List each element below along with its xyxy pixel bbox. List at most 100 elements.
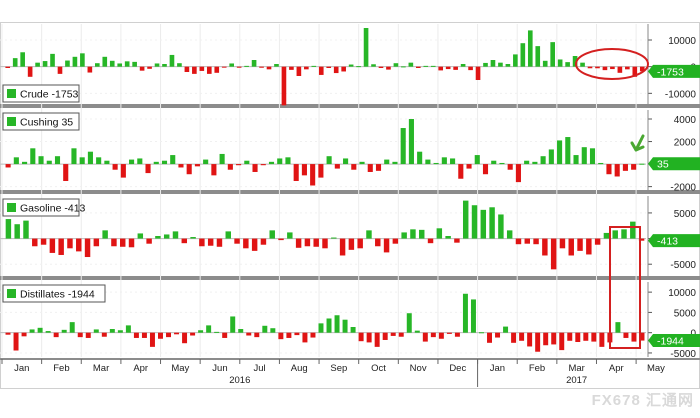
distillates-bar (599, 332, 605, 347)
distillates-bar (125, 325, 131, 333)
distillates-bar (29, 329, 35, 333)
x-year-label: 2017 (566, 375, 587, 386)
crude-bar (371, 64, 376, 67)
panel-separator-2 (0, 190, 700, 194)
distillates-bar (286, 332, 292, 338)
crude-bar (206, 66, 212, 74)
cushing-bar (417, 151, 423, 165)
gasoline-bar (506, 230, 513, 239)
crude-bar (460, 64, 466, 67)
crude-bar (251, 60, 257, 67)
gasoline-bar (383, 238, 390, 253)
cushing-bar (112, 164, 118, 170)
x-tick-label: Apr (609, 363, 624, 374)
distillates-bar (398, 332, 404, 337)
gasoline-ytick-label: -5000 (670, 260, 696, 271)
distillates-bar (101, 332, 107, 337)
crude-bar (109, 60, 115, 67)
gasoline-bar (550, 238, 557, 270)
distillates-bar (61, 329, 67, 333)
distillates-bar (615, 322, 621, 333)
crude-bar (490, 60, 496, 67)
crude-bar (184, 66, 190, 72)
distillates-bar (117, 330, 123, 333)
gasoline-bar (76, 238, 82, 252)
crude-bar (65, 60, 70, 67)
crude-bar (632, 66, 638, 77)
green-square-icon (7, 289, 16, 298)
cushing-bar (557, 140, 563, 165)
cushing-bar (548, 149, 554, 165)
distillates-bar (430, 332, 436, 338)
cushing-bar (450, 158, 456, 165)
cushing-bar (515, 164, 521, 183)
distillates-bar (559, 332, 565, 351)
x-tick-label: Feb (529, 363, 545, 374)
cushing-bar (268, 161, 275, 165)
cushing-bar (466, 164, 472, 169)
distillates-bar (93, 329, 99, 333)
crude-bar (505, 64, 511, 67)
crude-bar (57, 66, 63, 74)
x-tick-label: Apr (133, 363, 148, 374)
gasoline-last-value-label: -413 (657, 236, 678, 248)
cushing-bar (441, 157, 447, 165)
crude-bar (408, 62, 414, 67)
gasoline-bar (436, 228, 443, 239)
distillates-bar (511, 332, 517, 343)
x-tick-label: May (171, 363, 189, 374)
cushing-bar (120, 164, 126, 178)
distillates-bar (422, 332, 428, 342)
cushing-ytick-label: 4000 (674, 115, 697, 126)
gasoline-ytick-label: 5000 (674, 209, 697, 220)
gasoline-bar (533, 238, 539, 245)
crude-ytick-label: -10000 (665, 89, 697, 100)
distillates-bar (246, 332, 252, 336)
distillates-bar (454, 332, 460, 337)
cushing-bar (458, 164, 464, 179)
distillates-bar (318, 323, 324, 333)
cushing-bar (343, 158, 349, 165)
panel-separator-1 (0, 104, 700, 108)
cushing-bar (13, 157, 19, 165)
cushing-bar (46, 160, 52, 165)
gasoline-bar (49, 238, 56, 253)
crude-bar (527, 30, 533, 67)
crude-bar (363, 28, 369, 67)
gasoline-bar (489, 207, 495, 239)
gasoline-bar (260, 238, 267, 245)
distillates-bar (182, 332, 188, 344)
distillates-bar (334, 315, 340, 333)
x-tick-label: May (647, 363, 665, 374)
distillates-bar (278, 332, 284, 340)
cushing-last-value-tag (648, 157, 700, 171)
gasoline-bar (322, 238, 328, 249)
gasoline-bar (190, 237, 196, 239)
cushing-ytick-label: 2000 (674, 138, 697, 149)
distillates-bar (527, 332, 533, 347)
distillates-bar (222, 332, 228, 338)
crude-bar (520, 43, 526, 67)
distillates-bar (270, 328, 276, 333)
distillates-ytick-label: 10000 (668, 288, 696, 299)
distillates-legend-box (2, 284, 106, 303)
gasoline-bar (603, 232, 610, 239)
cushing-bar (71, 148, 77, 165)
crude-bar (42, 61, 48, 67)
cushing-last-value-label: 35 (657, 159, 669, 171)
distillates-bar (214, 331, 220, 333)
gasoline-bar (577, 238, 583, 251)
x-tick-label: Jan (490, 363, 505, 374)
gasoline-bar (498, 214, 504, 239)
cushing-bar (565, 137, 571, 165)
gasoline-legend-label: Gasoline -413 (20, 203, 86, 215)
gasoline-bar (216, 238, 223, 247)
cushing-bar (384, 159, 390, 165)
crude-bar (580, 62, 585, 67)
cushing-bar (351, 164, 357, 170)
cushing-bar (318, 164, 324, 178)
gasoline-legend-box (2, 198, 80, 217)
gasoline-bar (251, 238, 258, 251)
crude-bar (244, 65, 249, 67)
